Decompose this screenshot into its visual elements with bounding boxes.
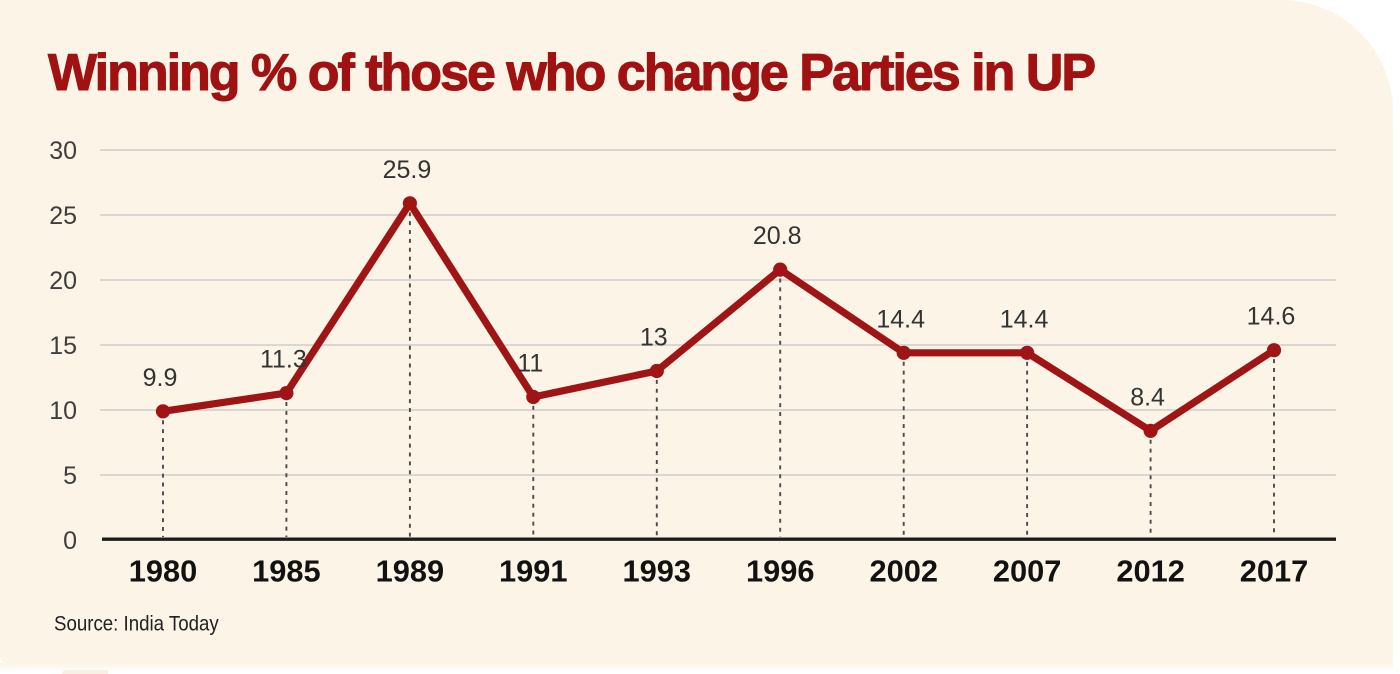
svg-text:25: 25 (49, 202, 77, 230)
svg-text:10: 10 (49, 397, 77, 425)
svg-text:14.4: 14.4 (876, 305, 925, 333)
svg-text:1989: 1989 (376, 554, 445, 589)
svg-text:2002: 2002 (869, 554, 938, 589)
svg-text:20.8: 20.8 (753, 222, 802, 250)
svg-text:14.4: 14.4 (1000, 305, 1049, 333)
svg-text:13: 13 (640, 324, 668, 352)
svg-text:25.9: 25.9 (383, 156, 432, 184)
svg-text:15: 15 (49, 332, 77, 360)
svg-text:1980: 1980 (129, 554, 198, 589)
svg-text:Source: India Today: Source: India Today (54, 613, 219, 636)
svg-text:1985: 1985 (252, 554, 321, 589)
svg-text:Winning % of those who change: Winning % of those who change Parties in… (48, 44, 1094, 102)
svg-text:2017: 2017 (1240, 554, 1309, 589)
svg-text:1996: 1996 (746, 554, 815, 589)
svg-text:1993: 1993 (623, 554, 692, 589)
svg-text:14.6: 14.6 (1247, 303, 1296, 331)
svg-text:11: 11 (517, 350, 543, 378)
svg-text:1991: 1991 (499, 554, 568, 589)
svg-text:0: 0 (63, 527, 77, 555)
svg-text:5: 5 (63, 462, 77, 490)
svg-text:30: 30 (49, 137, 77, 165)
svg-text:2007: 2007 (993, 554, 1062, 589)
svg-text:9.9: 9.9 (143, 364, 178, 392)
svg-text:8.4: 8.4 (1130, 383, 1165, 411)
svg-text:2012: 2012 (1116, 554, 1185, 589)
svg-text:11.3: 11.3 (260, 346, 307, 374)
svg-text:20: 20 (49, 267, 77, 295)
